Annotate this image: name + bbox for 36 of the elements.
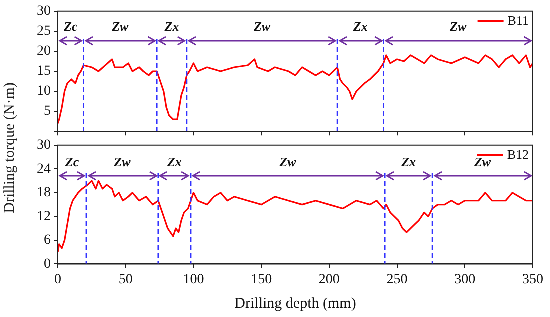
annotation: Zc — [63, 19, 78, 34]
x-tick-label: 50 — [118, 272, 133, 288]
annotation: Zw — [449, 19, 467, 34]
y-tick-label: 30 — [37, 138, 51, 154]
annotation: Zx — [164, 19, 180, 34]
y-tick-label: 12 — [37, 209, 51, 224]
y-tick-label: 6 — [44, 233, 51, 248]
annotation: Zx — [166, 154, 182, 170]
annotation: Zw — [111, 19, 130, 34]
x-tick-label: 100 — [183, 272, 204, 288]
annotation: Zc — [64, 154, 80, 170]
annotation: Zx — [352, 19, 368, 34]
annotation: Zx — [400, 154, 417, 170]
y-tick-label: 15 — [37, 64, 51, 80]
x-tick-label: 300 — [454, 272, 476, 288]
annotation: Zw — [252, 19, 271, 34]
x-tick-label: 0 — [54, 272, 62, 288]
legend-label: B12 — [507, 146, 529, 162]
legend-label: B11 — [508, 12, 530, 28]
y-tick-label: 30 — [37, 4, 51, 20]
annotation: Zw — [278, 154, 297, 170]
x-tick-label: 250 — [386, 272, 408, 288]
x-tick-label: 200 — [318, 272, 340, 288]
y-tick-label: 5 — [44, 104, 51, 120]
y-tick-label: 0 — [44, 256, 51, 272]
x-tick-label: 150 — [251, 272, 272, 288]
y-tick-label: 18 — [37, 186, 51, 201]
x-tick-label: 350 — [522, 272, 544, 288]
x-axis-title: Drilling depth (mm) — [234, 296, 356, 312]
y-tick-label: 25 — [37, 24, 51, 40]
y-tick-label: 24 — [37, 162, 51, 177]
annotation: Zw — [113, 154, 132, 170]
y-tick-label: 10 — [37, 84, 51, 100]
annotation: Zw — [473, 154, 492, 170]
y-tick-label: 20 — [37, 44, 51, 60]
y-axis-title: Drilling torque (N·m) — [1, 82, 19, 216]
